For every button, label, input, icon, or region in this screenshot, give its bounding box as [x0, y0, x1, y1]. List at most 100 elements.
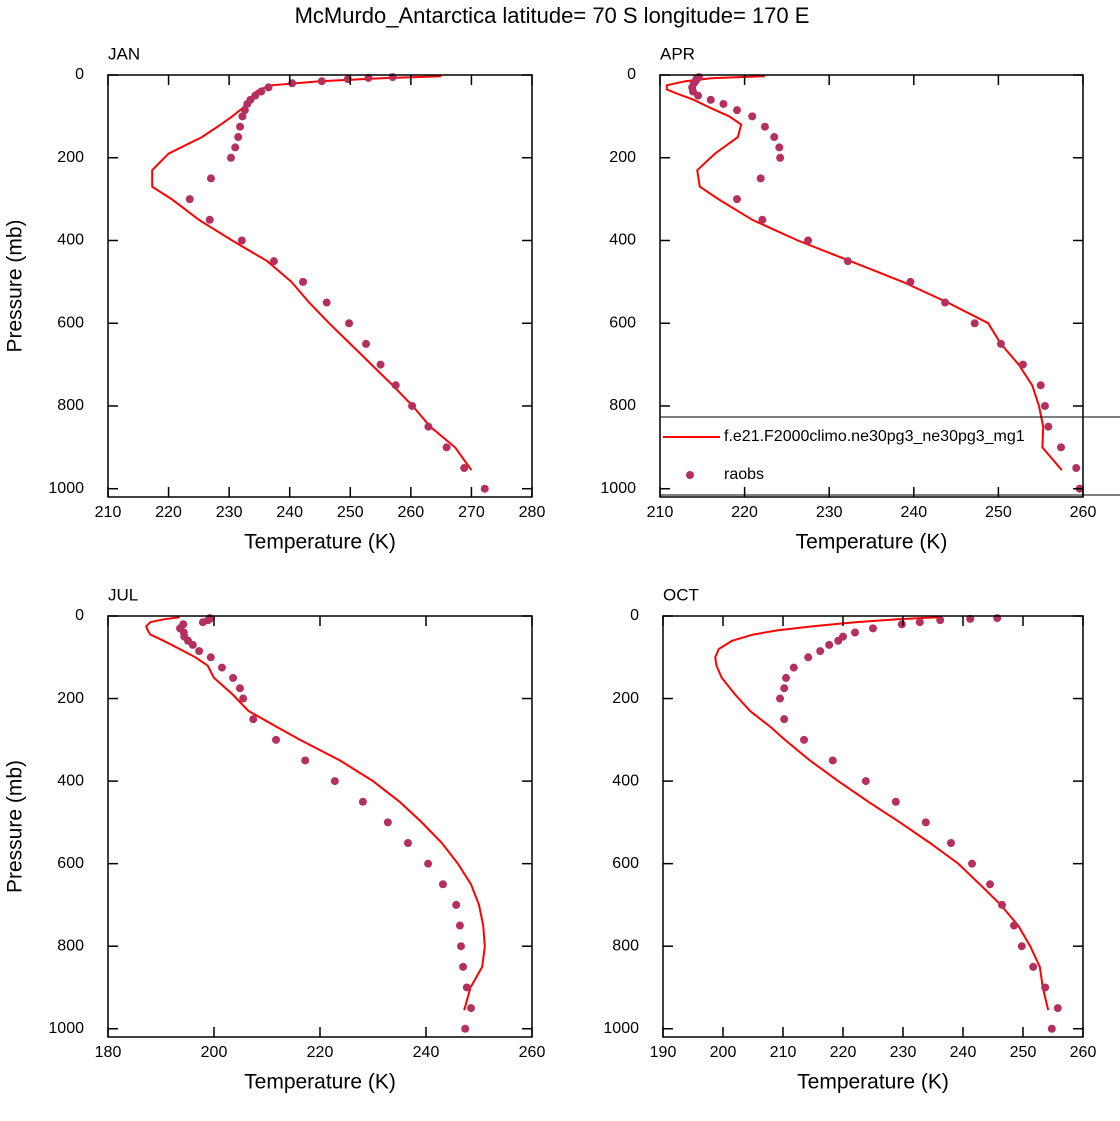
data-point [231, 143, 240, 152]
y-tick-label: 0 [75, 607, 84, 624]
data-point [467, 1004, 476, 1013]
panel: JUL 180 200 220 240 260 0 200 400 600 800 1000 Tempe… [4, 585, 546, 1093]
plot-frame [107, 74, 533, 498]
panel: APR 210 220 230 240 250 260 0 200 400 600 800 1000 Te… [600, 44, 1120, 554]
data-point [424, 859, 433, 868]
data-point [941, 298, 950, 307]
data-point [229, 673, 238, 682]
x-tick-label: 270 [458, 504, 485, 521]
x-axis-label: Temperature (K) [244, 531, 396, 554]
x-tick-label: 210 [770, 1044, 797, 1061]
data-point [758, 215, 767, 224]
data-point [1044, 422, 1053, 431]
x-tick-label: 200 [201, 1044, 228, 1061]
data-point [442, 443, 451, 452]
x-tick-label: 240 [276, 504, 303, 521]
data-line [714, 616, 1050, 1011]
data-point [816, 647, 825, 656]
y-tick-label: 1000 [603, 1020, 639, 1037]
data-point [780, 684, 789, 693]
data-point [1018, 360, 1027, 369]
data-point [249, 715, 258, 724]
data-point [459, 962, 468, 971]
y-axis-label: Pressure (mb) [4, 760, 27, 893]
data-point [236, 122, 245, 131]
data-point [1017, 942, 1026, 951]
data-point [403, 839, 412, 848]
data-point [1053, 1004, 1062, 1013]
legend: f.e21.F2000climo.ne30pg3_ne30pg3_mg1raob… [660, 416, 1120, 496]
y-tick-label: 600 [609, 314, 636, 331]
data-point [235, 684, 244, 693]
data-point [358, 797, 367, 806]
y-tick-label: 800 [609, 397, 636, 414]
x-tick-label: 250 [985, 504, 1012, 521]
y-tick-label: 200 [612, 690, 639, 707]
y-tick-label: 200 [57, 149, 84, 166]
y-tick-label: 400 [57, 772, 84, 789]
y-tick-label: 200 [609, 149, 636, 166]
x-axis-label: Temperature (K) [796, 531, 948, 554]
data-point [748, 112, 757, 121]
y-tick-label: 0 [630, 607, 639, 624]
data-point [251, 91, 260, 100]
data-point [234, 133, 243, 142]
data-point [843, 257, 852, 266]
data-point [408, 401, 417, 410]
y-tick-label: 400 [609, 232, 636, 249]
legend-label: f.e21.F2000climo.ne30pg3_ne30pg3_mg1 [724, 428, 1025, 445]
panel: JAN 210 220 230 240 250 260 270 280 0 200 400 600 800… [4, 44, 546, 553]
data-point [936, 616, 945, 625]
data-point [947, 839, 955, 848]
y-axis-label: Pressure (mb) [4, 219, 27, 352]
data-point [825, 640, 834, 649]
data-point [391, 381, 400, 390]
data-point [272, 735, 281, 744]
data-point [239, 694, 248, 703]
data-point [891, 797, 900, 806]
x-tick-label: 260 [398, 504, 425, 521]
data-point [240, 106, 249, 115]
x-tick-label: 260 [1070, 504, 1097, 521]
x-tick-label: 190 [650, 1044, 677, 1061]
y-tick-label: 0 [627, 66, 636, 83]
data-point [424, 422, 433, 431]
y-tick-label: 1000 [48, 480, 84, 497]
data-point [839, 632, 847, 641]
x-axis-label: Temperature (K) [244, 1071, 396, 1094]
data-point [1057, 443, 1066, 452]
data-point [456, 942, 465, 951]
data-point [1072, 464, 1081, 473]
y-tick-label: 600 [612, 855, 639, 872]
x-tick-label: 250 [1010, 1044, 1037, 1061]
x-tick-label: 230 [216, 504, 243, 521]
data-point [966, 614, 975, 623]
data-point [205, 215, 214, 224]
x-tick-label: 210 [647, 504, 674, 521]
data-point [719, 99, 728, 108]
data-line [145, 616, 486, 1011]
data-point [206, 174, 215, 183]
data-point [438, 880, 447, 889]
y-tick-label: 800 [612, 937, 639, 954]
data-point [780, 715, 789, 724]
x-tick-label: 240 [413, 1044, 440, 1061]
data-point [998, 900, 1006, 909]
data-line [151, 75, 473, 471]
y-tick-label: 600 [57, 855, 84, 872]
data-point [1041, 983, 1050, 992]
x-tick-label: 260 [1070, 1044, 1097, 1061]
y-tick-label: 1000 [48, 1020, 84, 1037]
data-point [460, 464, 469, 473]
data-point [732, 195, 741, 204]
legend-label: raobs [724, 466, 764, 483]
data-point [915, 618, 924, 627]
data-point [345, 319, 354, 328]
data-line [665, 75, 1063, 471]
data-point [1010, 921, 1018, 930]
data-point [299, 277, 308, 286]
data-point [996, 339, 1005, 348]
y-tick-label: 200 [57, 690, 84, 707]
x-tick-label: 260 [519, 1044, 546, 1061]
data-point [1047, 1024, 1056, 1033]
